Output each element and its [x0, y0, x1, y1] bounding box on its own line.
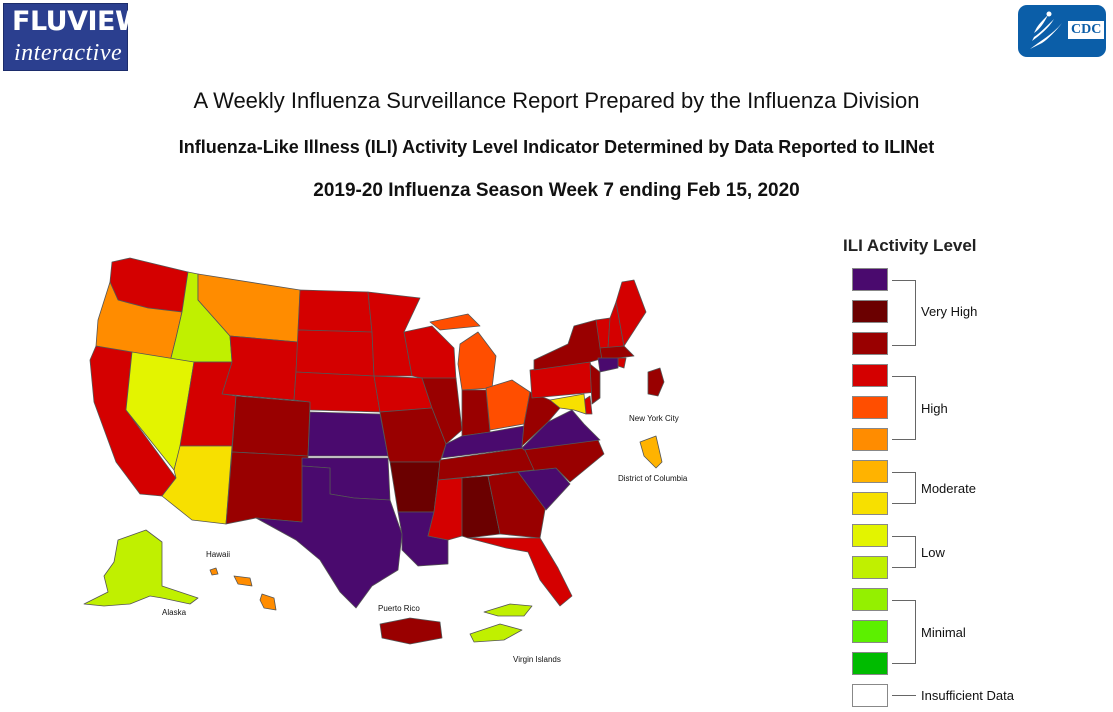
label-new-york-city: New York City [629, 414, 679, 423]
label-puerto-rico: Puerto Rico [378, 604, 420, 613]
legend-swatch-level-13 [852, 268, 888, 291]
state-south-dakota [295, 329, 375, 377]
legend-label-insufficient: Insufficient Data [921, 688, 1014, 703]
us-ili-map [83, 257, 665, 645]
legend-swatch-level-4 [852, 556, 888, 579]
state-arkansas [389, 461, 441, 513]
legend-swatch-level-1 [852, 652, 888, 675]
legend-bracket-very-high [892, 280, 916, 346]
state-north-dakota [297, 289, 373, 333]
state-new-york-city [647, 367, 665, 397]
legend-swatch-level-5 [852, 524, 888, 547]
label-alaska: Alaska [162, 608, 187, 617]
legend-bracket-low [892, 536, 916, 568]
legend-dash-insufficient [892, 695, 916, 696]
state-ohio [485, 379, 531, 431]
legend-label-minimal: Minimal [921, 625, 966, 640]
state-illinois [421, 377, 463, 445]
legend-swatch-insufficient [852, 684, 888, 707]
report-title: A Weekly Influenza Surveillance Report P… [193, 88, 920, 113]
state-connecticut [597, 357, 619, 373]
state-virgin-islands [469, 603, 533, 643]
state-north-carolina [517, 439, 605, 483]
legend-swatch-level-12 [852, 300, 888, 323]
state-texas [255, 465, 403, 609]
legend-swatch-level-6 [852, 492, 888, 515]
legend-swatch-level-7 [852, 460, 888, 483]
legend-swatch-level-8 [852, 428, 888, 451]
legend-swatch-level-10 [852, 364, 888, 387]
label-virgin-islands: Virgin Islands [513, 655, 561, 664]
legend-label-moderate: Moderate [921, 481, 976, 496]
legend-label-high: High [921, 401, 948, 416]
state-indiana [461, 389, 491, 437]
state-hawaii [209, 567, 277, 611]
legend-bracket-moderate [892, 472, 916, 504]
state-wyoming [221, 335, 299, 401]
label-hawaii: Hawaii [206, 550, 231, 559]
indicator-subtitle: Influenza-Like Illness (ILI) Activity Le… [178, 137, 935, 157]
cdc-logo-text: CDC [1068, 21, 1105, 39]
state-arizona [161, 445, 233, 525]
state-new-jersey [589, 363, 601, 405]
state-florida [467, 537, 573, 607]
legend-bracket-high [892, 376, 916, 440]
season-week-subtitle: 2019-20 Influenza Season Week 7 ending F… [313, 180, 800, 201]
hhs-eagle-icon [1030, 11, 1062, 49]
legend-swatch-level-9 [852, 396, 888, 419]
state-puerto-rico [379, 617, 443, 645]
state-alabama [461, 475, 501, 539]
legend-bracket-minimal [892, 600, 916, 664]
state-new-york [533, 319, 605, 371]
cdc-logo: CDC [1018, 5, 1106, 57]
legend-title: ILI Activity Level [843, 236, 977, 255]
legend-label-very-high: Very High [921, 304, 978, 319]
state-kansas [307, 411, 389, 457]
state-new-mexico [225, 451, 309, 525]
legend-swatch-level-11 [852, 332, 888, 355]
legend-label-low: Low [921, 545, 945, 560]
state-maine [615, 279, 647, 347]
state-alaska [83, 529, 199, 607]
fluview-logo-title: FLUVIEW [12, 6, 145, 37]
fluview-logo-subtitle: interactive [14, 40, 123, 66]
state-district-of-columbia [639, 435, 663, 469]
state-wisconsin [403, 325, 457, 381]
state-maryland [549, 393, 587, 415]
state-massachusetts [599, 345, 635, 361]
legend-swatch-level-2 [852, 620, 888, 643]
state-colorado [231, 395, 311, 457]
legend-swatch-level-3 [852, 588, 888, 611]
fluview-logo: FLUVIEW interactive [3, 3, 145, 71]
label-district-of-columbia: District of Columbia [618, 474, 688, 483]
state-rhode-island [617, 357, 627, 369]
